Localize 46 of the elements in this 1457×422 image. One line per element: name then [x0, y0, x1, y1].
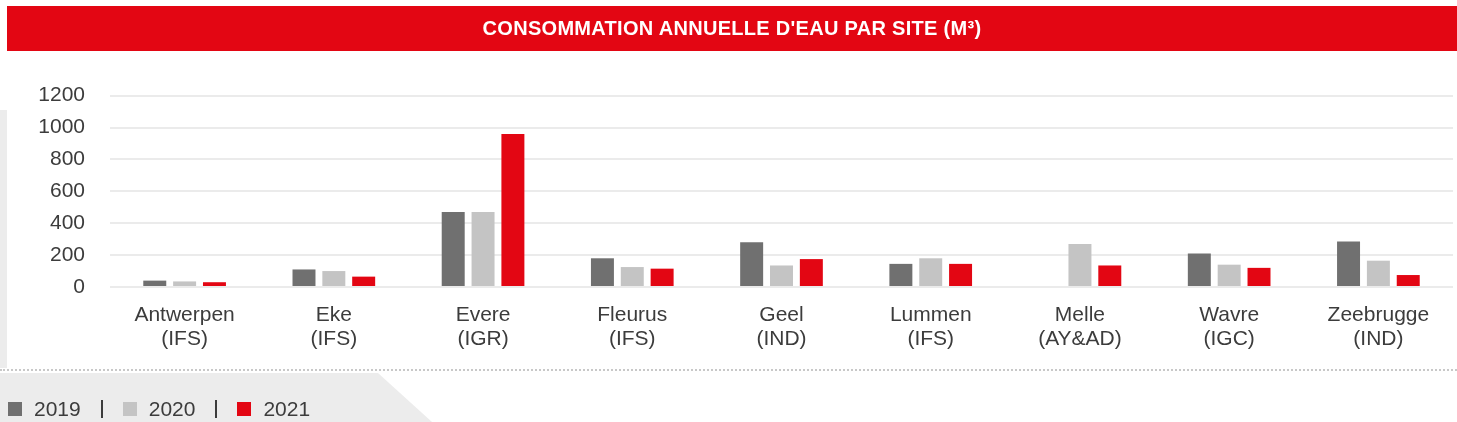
bar	[799, 259, 823, 286]
bar	[740, 242, 764, 286]
bar	[352, 276, 376, 286]
bar	[1247, 267, 1271, 286]
bar	[949, 263, 973, 286]
y-tick-label: 200	[49, 241, 85, 265]
bar	[202, 282, 226, 286]
bar	[143, 280, 167, 286]
legend-label: 2019	[34, 397, 81, 421]
x-tick-label: Zeebrugge (IND)	[1327, 301, 1430, 349]
x-tick-label: Geel (IND)	[756, 301, 807, 349]
bar	[322, 271, 346, 286]
legend-label: 2021	[263, 397, 311, 421]
bar	[1068, 243, 1092, 286]
bar	[1217, 264, 1241, 286]
x-tick-label: Eke (IFS)	[310, 301, 358, 349]
bar	[441, 212, 465, 286]
y-tick-label: 800	[49, 146, 85, 170]
x-tick-label: Wavre (IGC)	[1199, 301, 1260, 349]
bar	[471, 212, 495, 286]
y-tick-label: 1200	[38, 82, 85, 106]
bar	[501, 133, 525, 286]
y-tick-label: 0	[73, 273, 85, 297]
x-tick-label: Fleurus (IFS)	[597, 301, 668, 349]
bar	[590, 258, 614, 286]
bar	[770, 265, 793, 286]
y-tick-label: 400	[49, 210, 85, 233]
legend-label: 2020	[148, 397, 196, 421]
x-tick-label: Melle (AY&AD)	[1038, 301, 1122, 349]
bar	[1396, 275, 1420, 286]
bar	[1187, 253, 1211, 286]
bar	[1098, 265, 1122, 286]
bar	[173, 281, 197, 286]
bar	[919, 258, 943, 286]
bar	[650, 268, 674, 286]
bar	[1337, 241, 1361, 286]
x-tick-label: Antwerpen (IFS)	[134, 301, 235, 349]
chart-title: CONSOMMATION ANNUELLE D'EAU PAR SITE (M³)	[482, 17, 982, 40]
y-tick-label: 600	[49, 178, 85, 202]
x-tick-label: Lummen (IFS)	[889, 301, 972, 349]
bar	[620, 267, 644, 286]
y-tick-label: 1000	[38, 114, 85, 138]
bar	[1366, 260, 1390, 286]
bar	[889, 263, 913, 286]
x-tick-label: Evere (IGR)	[455, 301, 511, 349]
bar	[292, 269, 316, 286]
